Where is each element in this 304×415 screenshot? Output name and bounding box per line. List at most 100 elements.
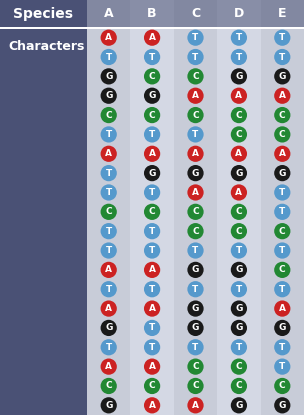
Circle shape: [274, 68, 290, 85]
Text: T: T: [105, 168, 112, 178]
Circle shape: [274, 146, 290, 162]
Circle shape: [274, 397, 290, 413]
Circle shape: [144, 339, 160, 355]
Bar: [261, 0, 304, 28]
Text: C: C: [149, 381, 155, 391]
Circle shape: [187, 126, 204, 142]
Text: A: A: [105, 304, 112, 313]
Circle shape: [274, 262, 290, 278]
Text: T: T: [192, 130, 199, 139]
Circle shape: [144, 320, 160, 336]
Text: T: T: [236, 343, 242, 352]
Text: T: T: [105, 188, 112, 197]
Text: T: T: [192, 343, 199, 352]
Circle shape: [187, 242, 204, 259]
Text: G: G: [105, 323, 112, 332]
Circle shape: [144, 88, 160, 104]
Circle shape: [101, 29, 117, 46]
Text: G: G: [235, 265, 243, 274]
Circle shape: [144, 204, 160, 220]
Circle shape: [101, 204, 117, 220]
Circle shape: [144, 29, 160, 46]
Circle shape: [101, 88, 117, 104]
Text: T: T: [279, 208, 285, 216]
Circle shape: [101, 397, 117, 413]
Text: A: A: [104, 7, 113, 20]
Text: A: A: [149, 33, 156, 42]
Text: A: A: [235, 149, 242, 158]
Circle shape: [187, 397, 204, 413]
Text: T: T: [279, 343, 285, 352]
Circle shape: [274, 359, 290, 375]
Circle shape: [101, 223, 117, 239]
Text: B: B: [147, 7, 157, 20]
Circle shape: [274, 320, 290, 336]
Circle shape: [231, 146, 247, 162]
Text: G: G: [235, 304, 243, 313]
Text: T: T: [279, 53, 285, 61]
Text: A: A: [149, 149, 156, 158]
Circle shape: [231, 165, 247, 181]
Text: C: C: [236, 381, 242, 391]
Text: C: C: [236, 110, 242, 120]
Circle shape: [101, 146, 117, 162]
Text: T: T: [105, 227, 112, 236]
Circle shape: [231, 88, 247, 104]
Circle shape: [231, 126, 247, 142]
Text: C: C: [149, 110, 155, 120]
Text: A: A: [149, 304, 156, 313]
Circle shape: [144, 378, 160, 394]
Text: T: T: [149, 246, 155, 255]
Bar: [0, 27, 304, 29]
Text: T: T: [236, 285, 242, 294]
Text: G: G: [192, 265, 199, 274]
Circle shape: [187, 107, 204, 123]
Bar: [87, 0, 130, 28]
Circle shape: [144, 281, 160, 298]
Circle shape: [274, 165, 290, 181]
Text: T: T: [279, 33, 285, 42]
Text: A: A: [279, 149, 286, 158]
Circle shape: [187, 339, 204, 355]
Circle shape: [187, 146, 204, 162]
Text: T: T: [279, 246, 285, 255]
Circle shape: [144, 300, 160, 317]
Text: A: A: [192, 149, 199, 158]
Text: C: C: [279, 130, 286, 139]
Text: A: A: [105, 33, 112, 42]
Circle shape: [144, 68, 160, 85]
Text: C: C: [105, 381, 112, 391]
Text: G: G: [235, 168, 243, 178]
Circle shape: [231, 300, 247, 317]
Circle shape: [274, 204, 290, 220]
Circle shape: [187, 320, 204, 336]
Circle shape: [274, 223, 290, 239]
Text: C: C: [192, 227, 199, 236]
Text: G: G: [148, 168, 156, 178]
Circle shape: [187, 29, 204, 46]
Text: G: G: [235, 72, 243, 81]
Circle shape: [231, 320, 247, 336]
Circle shape: [274, 184, 290, 200]
Circle shape: [274, 29, 290, 46]
Text: T: T: [105, 285, 112, 294]
Bar: [130, 0, 174, 28]
Text: A: A: [149, 265, 156, 274]
Text: T: T: [105, 53, 112, 61]
Text: C: C: [279, 381, 286, 391]
Circle shape: [231, 184, 247, 200]
Text: G: G: [278, 401, 286, 410]
Circle shape: [231, 397, 247, 413]
Text: T: T: [149, 227, 155, 236]
Circle shape: [101, 184, 117, 200]
Bar: [87, 28, 130, 415]
Text: T: T: [192, 285, 199, 294]
Circle shape: [231, 339, 247, 355]
Circle shape: [274, 88, 290, 104]
Text: A: A: [149, 362, 156, 371]
Circle shape: [187, 359, 204, 375]
Text: T: T: [192, 246, 199, 255]
Text: T: T: [149, 285, 155, 294]
Circle shape: [101, 281, 117, 298]
Circle shape: [187, 165, 204, 181]
